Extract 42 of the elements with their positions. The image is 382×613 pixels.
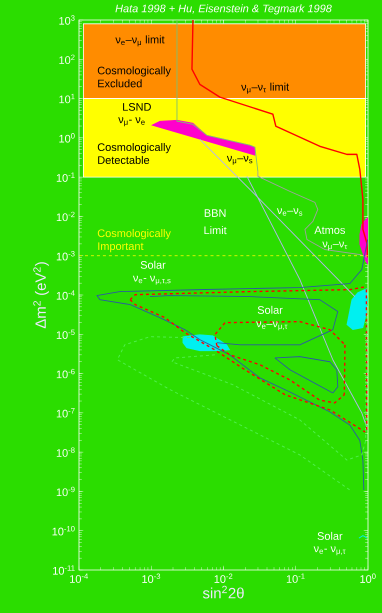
- annotation: Solar: [258, 306, 283, 314]
- y-tick-label: 10$^{-11}$: [53, 565, 75, 575]
- annotation: ν$_{μ}$- ν$_{e}$: [118, 117, 145, 126]
- annotation: Atmos: [314, 226, 345, 234]
- y-tick-label: 10$^{-2}$: [56, 212, 75, 222]
- x-tick-label: 10$^{-4}$: [70, 574, 88, 583]
- annotation: Limit: [204, 226, 227, 234]
- y-tick-label: 10$^{0}$: [59, 133, 75, 143]
- y-tick-label: 10$^{-9}$: [56, 486, 75, 496]
- annotation: ν$_{μ}$–ν$_{τ}$ limit: [241, 82, 290, 94]
- y-tick-label: 10$^{-8}$: [56, 447, 75, 457]
- annotation: ν$_{e}$–ν$_{μ,τ}$: [256, 321, 288, 330]
- y-tick-label: 10$^{-4}$: [56, 290, 75, 300]
- y-tick-label: 10$^{-1}$: [56, 172, 75, 182]
- y-tick-label: 10$^{-10}$: [52, 526, 75, 536]
- chart-title: Hata 1998 + Hu, Eisenstein & Tegmark 1998: [115, 4, 332, 14]
- x-tick-label: 10$^{-3}$: [142, 574, 160, 583]
- y-tick-label: 10$^{-7}$: [56, 408, 75, 418]
- y-tick-label: 10$^{-5}$: [56, 330, 75, 339]
- band-label: Cosmologically Excluded: [98, 66, 171, 88]
- annotation: ν$_{e}$- ν$_{μ,τ}$: [314, 546, 346, 556]
- annotation: ν$_{e}$- ν$_{μ,τ,s}$: [132, 276, 171, 285]
- ref-line-label: Cosmologically Important: [98, 229, 171, 252]
- annotation: BBN: [204, 209, 226, 217]
- y-tick-label: 10$^{1}$: [59, 94, 75, 104]
- y-tick-label: 10$^{-3}$: [56, 251, 75, 260]
- annotation: ν$_{μ}$–ν$_{τ}$: [322, 242, 348, 250]
- band-label: Cosmologically Detectable: [98, 142, 171, 164]
- x-tick-label: 10$^{-1}$: [286, 574, 305, 583]
- annotation: ν$_{e}$–ν$_{s}$: [276, 208, 302, 216]
- y-tick-label: 10$^{3}$: [59, 15, 75, 25]
- annotation: ν$_{μ}$–ν$_{s}$: [226, 156, 252, 165]
- x-axis-title: sin$^{2}$2θ: [202, 586, 244, 598]
- x-tick-label: 10$^{0}$: [360, 574, 376, 583]
- annotation: Solar: [318, 532, 342, 540]
- y-axis-title: Δm$^{2}$ (eV$^{2}$): [33, 262, 49, 328]
- y-tick-label: 10$^{-6}$: [56, 368, 75, 378]
- annotation: LSND: [123, 103, 151, 111]
- annotation: ν$_{e}$–ν$_{μ}$ limit: [115, 35, 165, 46]
- y-tick-label: 10$^{2}$: [59, 54, 75, 64]
- x-tick-label: 10$^{-2}$: [214, 574, 232, 583]
- annotation: Solar: [140, 260, 166, 269]
